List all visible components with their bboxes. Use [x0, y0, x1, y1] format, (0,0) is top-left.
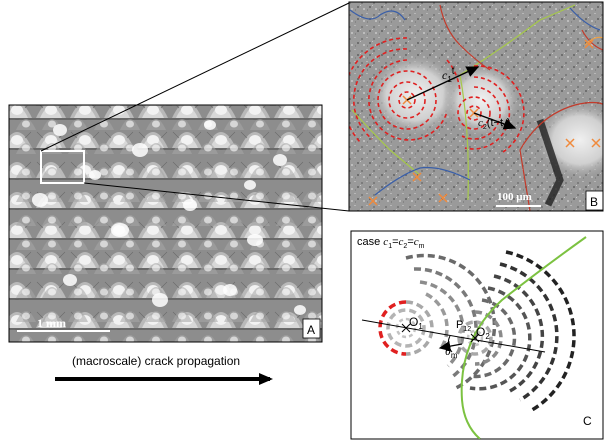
boundary-green-2	[351, 109, 421, 176]
grain-boundaries	[349, 4, 603, 211]
angle-arrow	[438, 341, 463, 352]
boundary-red-3	[439, 4, 491, 71]
label-c1: c1t	[442, 66, 455, 84]
label-p12: P12	[456, 319, 471, 333]
arrow-c1	[406, 66, 480, 101]
circles-grain-2	[457, 65, 525, 153]
boundary-blue-1	[349, 9, 406, 21]
panel-c: case c1=c2=cm O1 O2 P12 θm C	[350, 230, 604, 440]
panel-a-letter: A	[307, 323, 315, 337]
o2-mark	[470, 333, 480, 343]
micrograph-highlights	[32, 120, 306, 315]
label-theta: θm	[445, 344, 458, 360]
rings-o2	[457, 250, 576, 412]
scale-bar-b-label: 100 µm	[497, 191, 532, 203]
arrow-c2	[473, 112, 517, 130]
boundary-blue-3	[569, 7, 601, 31]
angle-arc	[447, 335, 453, 353]
micrograph-a-overlay	[9, 105, 322, 342]
scale-bar-a-label: 1 mm	[37, 316, 66, 330]
case-label: case c1=c2=cm	[357, 236, 425, 250]
panel-c-letter: C	[583, 414, 592, 428]
boundary-green-3	[459, 74, 469, 201]
label-c2: c2(t−t2)	[478, 117, 511, 131]
boundary-orange	[584, 36, 603, 46]
bright-region-1	[367, 53, 463, 137]
zoom-box	[40, 150, 85, 184]
panel-a: 1 mm A	[8, 104, 323, 343]
boundary-blue-2	[374, 166, 471, 196]
dark-crack	[536, 118, 564, 207]
propagation-caption: (macroscale) crack propagation	[72, 354, 240, 368]
o1-mark	[401, 323, 411, 333]
panel-a-letter-box	[302, 318, 321, 339]
panel-b: c1t c2(t−t2) 100 µm B	[349, 2, 603, 211]
bright-region-2	[442, 62, 522, 138]
label-o1: O1	[409, 315, 423, 331]
panel-a-frame	[8, 104, 323, 343]
panel-b-frame	[348, 1, 604, 212]
label-o2: O2	[476, 325, 490, 341]
boundary-red-1	[519, 101, 603, 151]
zoom-connector-bottom	[83, 182, 350, 212]
panel-b-letter: B	[590, 195, 598, 209]
zoom-connector-top	[40, 2, 350, 152]
center-line	[361, 319, 546, 353]
panel-b-letter-box	[585, 190, 603, 211]
